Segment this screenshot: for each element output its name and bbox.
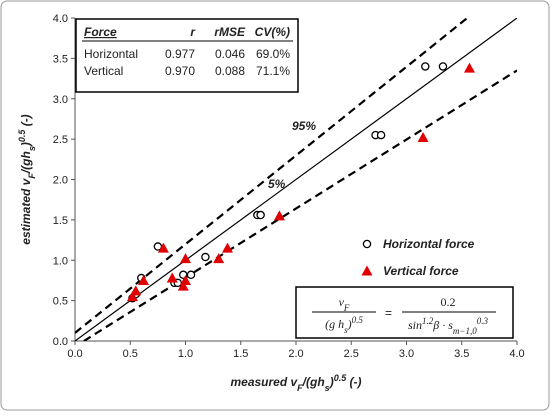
reference-line <box>83 69 517 341</box>
y-tick-label: 3.5 <box>53 53 68 65</box>
table-cell: Vertical <box>84 64 123 78</box>
point <box>256 210 265 220</box>
label-part: sin <box>408 318 422 332</box>
label-part: measured v <box>230 375 298 389</box>
label-part: m−1,0 <box>453 326 477 336</box>
table-cell: Horizontal <box>84 47 138 61</box>
stats-box <box>75 18 299 93</box>
point <box>438 62 448 71</box>
label-part: 0.5 <box>334 373 348 383</box>
point <box>273 210 285 221</box>
label-part: (-) <box>19 114 33 129</box>
legend-marker <box>361 265 373 276</box>
table-cell: 0.046 <box>215 47 245 61</box>
label-part: /(gh <box>302 375 325 389</box>
point <box>157 242 169 253</box>
formula-equals: = <box>385 306 392 320</box>
table-header: r <box>190 25 196 39</box>
label-part: F <box>343 303 350 313</box>
x-tick-label: 2.0 <box>288 348 303 360</box>
table-cell: 69.0% <box>256 47 290 61</box>
point <box>221 242 233 253</box>
point <box>138 274 150 285</box>
point <box>177 280 189 291</box>
x-tick-label: 2.5 <box>344 348 359 360</box>
x-tick-label: 1.5 <box>233 348 248 360</box>
label-part: (g h <box>325 317 344 331</box>
legend-marker <box>362 239 372 249</box>
formula-lhs-den: (g hs)0.5 <box>325 315 363 335</box>
point <box>180 274 191 285</box>
label-part: ) <box>19 142 33 148</box>
y-tick-label: 3.0 <box>53 94 68 106</box>
y-axis-label: estimated vF/(ghs)0.5 (-) <box>17 114 37 244</box>
point <box>417 132 429 143</box>
label-part: v <box>339 295 345 309</box>
label-part: estimated v <box>19 177 33 244</box>
point <box>421 62 430 71</box>
reference-line <box>75 18 517 341</box>
point <box>186 270 196 280</box>
point <box>213 253 225 264</box>
x-tick-label: 3.5 <box>454 348 469 360</box>
table-header: rMSE <box>214 25 246 39</box>
legend-label: Vertical force <box>383 264 459 278</box>
y-tick-label: 1.5 <box>53 215 68 227</box>
point <box>180 253 191 264</box>
label-part: β · s <box>432 318 453 332</box>
label-part: (-) <box>346 375 361 389</box>
label-part: 0.3 <box>477 316 489 326</box>
annotation: 5% <box>268 177 286 191</box>
table-cell: 0.088 <box>215 64 245 78</box>
label-part: F <box>297 383 303 393</box>
label-part: 1.2 <box>422 316 434 326</box>
table-header: CV(%) <box>255 25 290 39</box>
point <box>166 272 178 283</box>
label-part: 0.5 <box>352 315 364 325</box>
point <box>463 62 475 73</box>
annotation: 95% <box>292 119 316 133</box>
y-tick-label: 0.5 <box>53 296 68 308</box>
label-part: 0.5 <box>17 129 27 143</box>
point <box>130 285 142 296</box>
label-part: s <box>344 325 348 335</box>
label-part: F <box>27 173 37 179</box>
y-tick-label: 2.5 <box>53 134 68 146</box>
table-cell: 0.970 <box>165 64 195 78</box>
x-tick-label: 4.0 <box>509 348 524 360</box>
label-part: /(gh <box>19 151 33 174</box>
table-header: Force <box>84 25 117 39</box>
table-cell: 71.1% <box>256 64 290 78</box>
point <box>126 291 138 302</box>
label-part: ) <box>347 317 352 331</box>
table-cell: 0.977 <box>165 47 195 61</box>
label-part: ) <box>328 375 334 389</box>
y-tick-label: 4.0 <box>53 13 68 25</box>
y-tick-label: 0.0 <box>53 336 68 348</box>
x-tick-label: 3.0 <box>399 348 414 360</box>
formula-rhs-num: 0.2 <box>441 295 456 309</box>
formula-rhs-den: sin1.2β · sm−1,00.3 <box>408 316 489 336</box>
label-part: s <box>325 383 330 393</box>
formula-lhs-num: vF <box>339 295 350 313</box>
point <box>376 130 386 140</box>
x-tick-label: 0.5 <box>123 348 138 360</box>
x-tick-label: 0.0 <box>67 348 82 360</box>
x-axis-label: measured vF/(ghs)0.5 (-) <box>230 373 361 393</box>
legend-label: Horizontal force <box>383 237 475 251</box>
x-tick-label: 1.0 <box>178 348 193 360</box>
label-part: s <box>27 146 37 151</box>
point <box>201 252 210 262</box>
y-tick-label: 1.0 <box>53 255 68 267</box>
y-tick-label: 2.0 <box>53 175 68 187</box>
